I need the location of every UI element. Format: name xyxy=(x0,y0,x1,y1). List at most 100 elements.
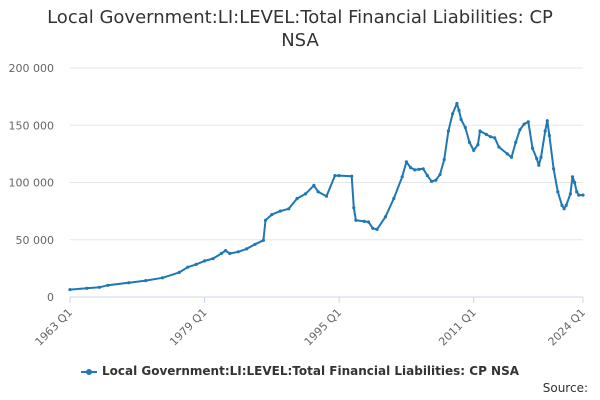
data-point[interactable] xyxy=(224,249,228,253)
legend[interactable]: Local Government:LI:LEVEL:Total Financia… xyxy=(0,364,600,378)
legend-swatch xyxy=(80,368,97,375)
data-point[interactable] xyxy=(472,148,476,152)
data-point[interactable] xyxy=(564,203,568,207)
x-tick-label: 1963 Q1 xyxy=(33,306,76,349)
data-point[interactable] xyxy=(455,101,459,106)
data-point[interactable] xyxy=(577,193,581,197)
chart-title: Local Government:LI:LEVEL:Total Financia… xyxy=(0,6,600,52)
data-point[interactable] xyxy=(430,179,434,183)
data-point[interactable] xyxy=(236,250,240,254)
data-point[interactable] xyxy=(400,175,404,179)
x-tick-label: 1979 Q1 xyxy=(167,306,210,349)
data-point[interactable] xyxy=(459,117,463,122)
data-point[interactable] xyxy=(97,285,101,289)
data-point[interactable] xyxy=(545,119,549,123)
data-point[interactable] xyxy=(127,281,131,285)
data-point[interactable] xyxy=(530,146,535,150)
data-point[interactable] xyxy=(245,247,249,251)
x-tick-label: 1995 Q1 xyxy=(302,306,345,349)
data-point[interactable] xyxy=(478,129,482,133)
data-point[interactable] xyxy=(526,120,530,124)
data-point[interactable] xyxy=(354,218,358,222)
data-point[interactable] xyxy=(425,174,429,178)
data-point[interactable] xyxy=(350,174,354,178)
y-tick-label: 200 000 xyxy=(9,62,55,75)
data-point[interactable] xyxy=(509,155,514,159)
y-tick-label: 50 000 xyxy=(16,234,55,247)
data-point[interactable] xyxy=(383,215,387,219)
chart-title-line-2: NSA xyxy=(281,30,319,51)
data-point[interactable] xyxy=(287,207,291,211)
data-point[interactable] xyxy=(539,155,543,159)
data-point[interactable] xyxy=(514,140,518,144)
data-point[interactable] xyxy=(446,129,450,133)
data-point[interactable] xyxy=(194,262,198,266)
data-point[interactable] xyxy=(573,180,577,185)
data-point[interactable] xyxy=(333,174,337,178)
data-point[interactable] xyxy=(352,206,356,210)
data-point[interactable] xyxy=(375,227,379,231)
data-point[interactable] xyxy=(463,125,467,130)
data-point[interactable] xyxy=(442,158,446,162)
data-point[interactable] xyxy=(186,265,190,269)
data-point[interactable] xyxy=(493,136,497,140)
data-point[interactable] xyxy=(484,132,488,136)
data-point[interactable] xyxy=(476,143,480,147)
data-point[interactable] xyxy=(556,190,560,194)
data-point[interactable] xyxy=(228,251,232,256)
data-point[interactable] xyxy=(211,257,215,261)
data-point[interactable] xyxy=(337,174,341,178)
data-point[interactable] xyxy=(324,194,329,198)
data-point[interactable] xyxy=(160,276,165,280)
data-point[interactable] xyxy=(434,178,438,182)
data-point[interactable] xyxy=(312,183,316,187)
data-point[interactable] xyxy=(467,140,472,144)
data-point[interactable] xyxy=(522,122,526,126)
data-point[interactable] xyxy=(85,286,89,290)
data-point[interactable] xyxy=(438,172,442,177)
data-point[interactable] xyxy=(203,259,207,263)
data-point[interactable] xyxy=(144,279,148,283)
data-point[interactable] xyxy=(560,203,564,207)
data-point[interactable] xyxy=(177,270,181,274)
data-point[interactable] xyxy=(570,175,575,179)
data-point[interactable] xyxy=(568,192,573,196)
data-point[interactable] xyxy=(263,218,268,222)
data-point[interactable] xyxy=(404,160,408,164)
data-point[interactable] xyxy=(303,192,308,196)
data-point[interactable] xyxy=(451,112,455,116)
data-point[interactable] xyxy=(421,167,425,171)
data-point[interactable] xyxy=(457,108,461,112)
data-point[interactable] xyxy=(219,251,223,256)
data-point[interactable] xyxy=(261,238,265,242)
data-point[interactable] xyxy=(535,156,539,161)
data-point[interactable] xyxy=(518,128,522,132)
data-point[interactable] xyxy=(366,220,371,224)
data-point[interactable] xyxy=(270,213,274,217)
data-point[interactable] xyxy=(488,135,493,139)
data-point[interactable] xyxy=(543,129,547,133)
data-point[interactable] xyxy=(562,207,566,211)
data-point[interactable] xyxy=(409,166,413,170)
data-point[interactable] xyxy=(547,134,552,138)
data-point[interactable] xyxy=(537,163,541,167)
data-point[interactable] xyxy=(413,168,417,172)
data-point[interactable] xyxy=(316,190,320,194)
data-point[interactable] xyxy=(295,196,299,201)
source-label[interactable]: Source: xyxy=(542,381,588,395)
data-point[interactable] xyxy=(371,226,375,230)
data-point[interactable] xyxy=(362,219,366,223)
data-point[interactable] xyxy=(106,283,110,287)
data-point[interactable] xyxy=(497,145,501,149)
data-point[interactable] xyxy=(253,242,257,246)
data-point[interactable] xyxy=(278,209,282,213)
data-point[interactable] xyxy=(392,196,396,201)
data-point[interactable] xyxy=(552,167,556,171)
data-point[interactable] xyxy=(575,190,579,194)
data-point[interactable] xyxy=(68,288,72,292)
data-point[interactable] xyxy=(505,152,509,156)
data-point[interactable] xyxy=(417,167,421,171)
data-point[interactable] xyxy=(581,193,585,197)
series-line xyxy=(69,102,583,291)
